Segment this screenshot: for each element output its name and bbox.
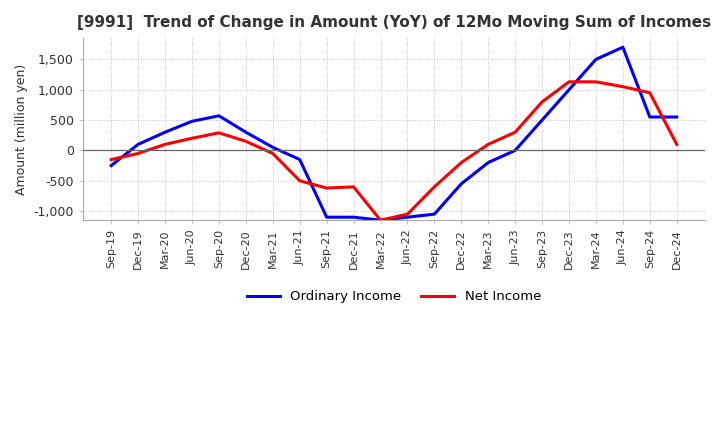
Ordinary Income bbox=[134, 142, 143, 147]
Ordinary Income bbox=[376, 218, 384, 223]
Ordinary Income bbox=[107, 163, 115, 168]
Ordinary Income bbox=[457, 181, 466, 187]
Ordinary Income bbox=[484, 160, 492, 165]
Ordinary Income bbox=[618, 44, 627, 50]
Net Income bbox=[134, 151, 143, 156]
Ordinary Income bbox=[188, 119, 197, 124]
Net Income bbox=[107, 157, 115, 162]
Legend: Ordinary Income, Net Income: Ordinary Income, Net Income bbox=[241, 285, 546, 308]
Ordinary Income bbox=[269, 145, 277, 150]
Net Income bbox=[269, 151, 277, 156]
Net Income bbox=[349, 184, 358, 190]
Net Income bbox=[457, 160, 466, 165]
Net Income bbox=[564, 79, 573, 84]
Ordinary Income bbox=[592, 57, 600, 62]
Line: Ordinary Income: Ordinary Income bbox=[111, 47, 677, 220]
Line: Net Income: Net Income bbox=[111, 82, 677, 220]
Ordinary Income bbox=[538, 117, 546, 123]
Ordinary Income bbox=[215, 113, 223, 118]
Net Income bbox=[323, 185, 331, 191]
Ordinary Income bbox=[323, 215, 331, 220]
Net Income bbox=[295, 178, 304, 183]
Ordinary Income bbox=[564, 87, 573, 92]
Ordinary Income bbox=[430, 212, 438, 217]
Ordinary Income bbox=[241, 129, 250, 135]
Net Income bbox=[215, 130, 223, 136]
Net Income bbox=[484, 142, 492, 147]
Y-axis label: Amount (million yen): Amount (million yen) bbox=[15, 63, 28, 195]
Ordinary Income bbox=[645, 114, 654, 120]
Net Income bbox=[403, 212, 412, 217]
Net Income bbox=[510, 129, 519, 135]
Net Income bbox=[376, 218, 384, 223]
Ordinary Income bbox=[672, 114, 681, 120]
Title: [9991]  Trend of Change in Amount (YoY) of 12Mo Moving Sum of Incomes: [9991] Trend of Change in Amount (YoY) o… bbox=[77, 15, 711, 30]
Net Income bbox=[618, 84, 627, 89]
Ordinary Income bbox=[403, 215, 412, 220]
Net Income bbox=[672, 142, 681, 147]
Net Income bbox=[241, 139, 250, 144]
Ordinary Income bbox=[161, 129, 169, 135]
Net Income bbox=[430, 184, 438, 190]
Ordinary Income bbox=[510, 148, 519, 153]
Net Income bbox=[592, 79, 600, 84]
Ordinary Income bbox=[349, 215, 358, 220]
Net Income bbox=[645, 90, 654, 95]
Net Income bbox=[538, 99, 546, 104]
Net Income bbox=[188, 136, 197, 141]
Ordinary Income bbox=[295, 157, 304, 162]
Net Income bbox=[161, 142, 169, 147]
